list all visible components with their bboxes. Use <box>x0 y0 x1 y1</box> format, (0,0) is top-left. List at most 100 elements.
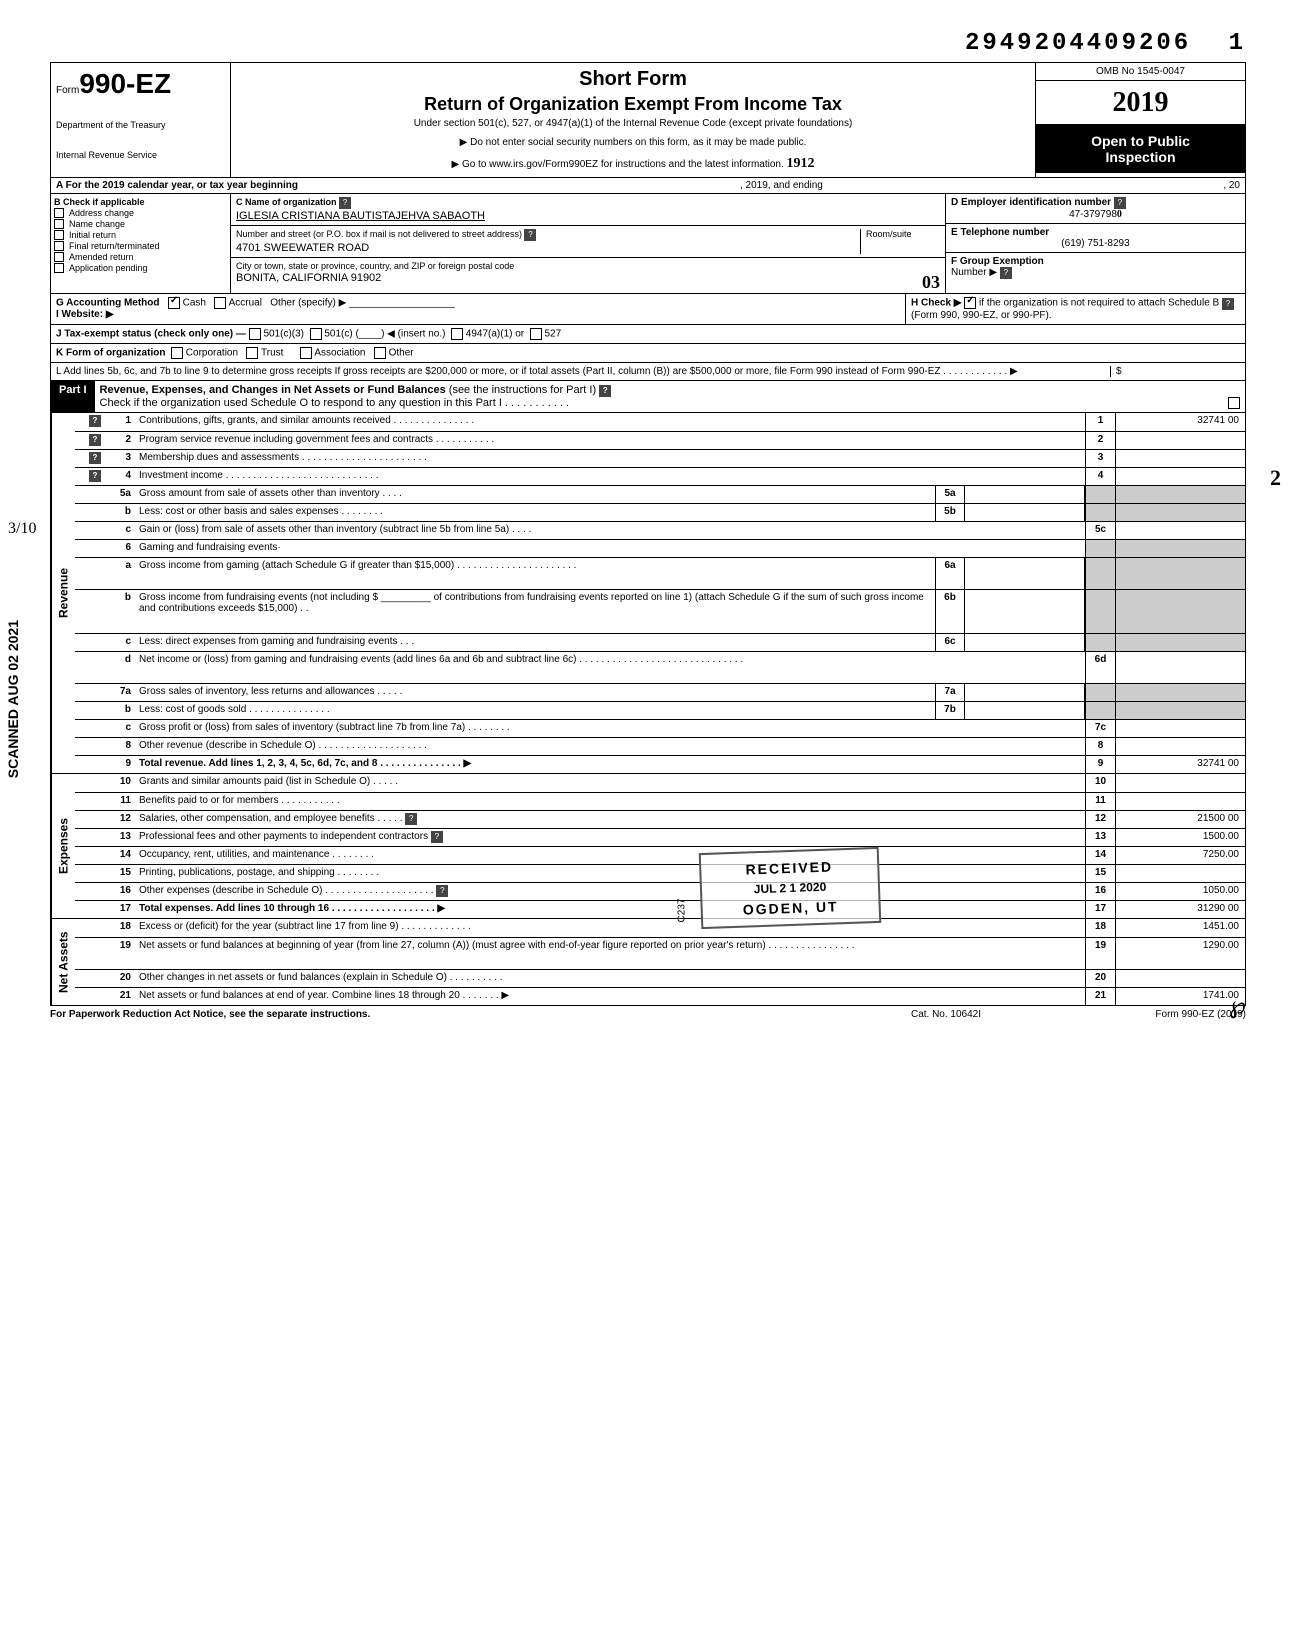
line-8-num: 8 <box>105 738 135 755</box>
l-text: L Add lines 5b, 6c, and 7b to line 9 to … <box>56 366 1110 377</box>
line-2-endnum: 2 <box>1085 432 1115 449</box>
line-15-val <box>1115 865 1245 882</box>
line-18-endnum: 18 <box>1085 919 1115 937</box>
section-c: C Name of organization ? IGLESIA CRISTIA… <box>231 194 945 293</box>
line-14-text: Occupancy, rent, utilities, and maintena… <box>135 847 1085 864</box>
line-18-text: Excess or (deficit) for the year (subtra… <box>135 919 1085 937</box>
checkbox-final-return[interactable] <box>54 241 64 251</box>
checkbox-part1-scho[interactable] <box>1228 397 1240 409</box>
org-name: IGLESIA CRISTIANA BAUTISTAJEHVA SABAOTH <box>236 210 485 222</box>
netassets-lines: 18Excess or (deficit) for the year (subt… <box>75 919 1245 1005</box>
line-13-endnum: 13 <box>1085 829 1115 846</box>
line-5b-text: Less: cost or other basis and sales expe… <box>135 504 935 521</box>
line-4-endnum: 4 <box>1085 468 1115 485</box>
line-6-num: 6 <box>105 540 135 557</box>
line-7c-val <box>1115 720 1245 737</box>
b-opt-2: Initial return <box>69 230 116 240</box>
line-6c-num: c <box>105 634 135 651</box>
line-14-endnum: 14 <box>1085 847 1115 864</box>
g-label: G Accounting Method <box>56 298 160 309</box>
instructions-link: ▶ Go to www.irs.gov/Form990EZ for instru… <box>451 159 783 170</box>
line-15-num: 15 <box>105 865 135 882</box>
line-12-endnum: 12 <box>1085 811 1115 828</box>
line-10-val <box>1115 774 1245 792</box>
help-icon: ? <box>339 197 351 209</box>
line-5b-midnum: 5b <box>935 504 965 521</box>
line-6d-val <box>1115 652 1245 683</box>
line-7b-midval <box>965 702 1085 719</box>
tax-year: 2019 <box>1113 87 1169 118</box>
line-17-val: 31290 00 <box>1115 901 1245 918</box>
b-opt-1: Name change <box>69 219 125 229</box>
checkbox-corp[interactable] <box>171 347 183 359</box>
checkbox-address-change[interactable] <box>54 208 64 218</box>
checkbox-trust[interactable] <box>246 347 258 359</box>
help-icon: ? <box>431 831 443 843</box>
line-7b-shade2 <box>1115 702 1245 719</box>
line-20-num: 20 <box>105 970 135 987</box>
c-label: C Name of organization <box>236 197 337 207</box>
checkbox-initial-return[interactable] <box>54 230 64 240</box>
line-10-endnum: 10 <box>1085 774 1115 792</box>
checkbox-501c[interactable] <box>310 328 322 340</box>
room-suite-label: Room/suite <box>866 229 940 239</box>
c237-label: C237 <box>676 899 687 923</box>
checkbox-cash[interactable] <box>168 297 180 309</box>
part-1-see: (see the instructions for Part I) <box>449 384 596 396</box>
checkbox-4947[interactable] <box>451 328 463 340</box>
line-12-text: Salaries, other compensation, and employ… <box>139 813 402 824</box>
checkbox-other[interactable] <box>374 347 386 359</box>
line-21-text: Net assets or fund balances at end of ye… <box>135 988 1085 1005</box>
checkbox-application-pending[interactable] <box>54 263 64 273</box>
j-opt-1: 501(c) ( <box>324 328 358 339</box>
line-6c-midnum: 6c <box>935 634 965 651</box>
line-10-text: Grants and similar amounts paid (list in… <box>135 774 1085 792</box>
g-cash: Cash <box>183 298 206 309</box>
line-1-num: 1 <box>105 413 135 431</box>
checkbox-527[interactable] <box>530 328 542 340</box>
line-5b-shade <box>1085 504 1115 521</box>
line-6a-midnum: 6a <box>935 558 965 589</box>
title-short-form: Short Form <box>236 68 1030 91</box>
line-7b-num: b <box>105 702 135 719</box>
b-opt-0: Address change <box>69 208 134 218</box>
handwritten-03: 03 <box>922 272 940 293</box>
part-1-header: Part I <box>51 381 95 412</box>
line-7a-text: Gross sales of inventory, less returns a… <box>135 684 935 701</box>
line-8-endnum: 8 <box>1085 738 1115 755</box>
margin-fraction: 3/10 <box>8 520 36 538</box>
line-5b-midval <box>965 504 1085 521</box>
year-box-container: OMB No 1545-0047 2019 Open to Public Ins… <box>1035 63 1245 177</box>
line-11-num: 11 <box>105 793 135 810</box>
line-17-text: Total expenses. Add lines 10 through 16 … <box>139 903 445 914</box>
h-text: if the organization is not required to a… <box>979 298 1219 309</box>
checkbox-accrual[interactable] <box>214 297 226 309</box>
b-opt-4: Amended return <box>69 252 134 262</box>
checkbox-name-change[interactable] <box>54 219 64 229</box>
line-6-text: Gaming and fundraising events· <box>135 540 1085 557</box>
line-6-shade2 <box>1115 540 1245 557</box>
help-icon: ? <box>524 229 536 241</box>
line-12-num: 12 <box>105 811 135 828</box>
checkbox-assoc[interactable] <box>300 347 312 359</box>
h-label: H Check ▶ <box>911 298 961 309</box>
line-16-num: 16 <box>105 883 135 900</box>
line-6a-midval <box>965 558 1085 589</box>
line-21-num: 21 <box>105 988 135 1005</box>
j-insert: ) ◀ (insert no.) <box>381 328 445 339</box>
checkbox-501c3[interactable] <box>249 328 261 340</box>
checkbox-h[interactable] <box>964 297 976 309</box>
footer-form: Form 990-EZ (2019) <box>1046 1009 1246 1020</box>
line-6b-shade2 <box>1115 590 1245 633</box>
j-label: J Tax-exempt status (check only one) — <box>56 328 246 339</box>
line-20-text: Other changes in net assets or fund bala… <box>135 970 1085 987</box>
line-6-shade <box>1085 540 1115 557</box>
help-icon: ? <box>89 415 101 427</box>
line-4-text: Investment income . . . . . . . . . . . … <box>135 468 1085 485</box>
j-opt-3: 527 <box>544 328 561 339</box>
stamp-date: JUL 2 1 2020 <box>722 879 858 898</box>
city-state-zip: BONITA, CALIFORNIA 91902 <box>236 272 381 284</box>
help-icon: ? <box>1114 197 1126 209</box>
checkbox-amended-return[interactable] <box>54 252 64 262</box>
b-label: B Check if applicable <box>54 197 145 207</box>
